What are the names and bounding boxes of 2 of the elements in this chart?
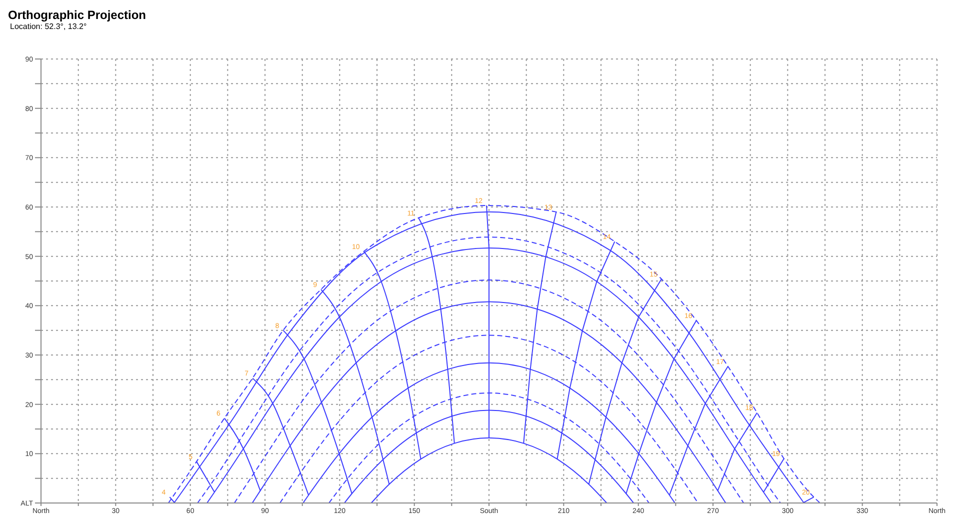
chart-subtitle: Location: 52.3°, 13.2° (10, 22, 88, 31)
chart-title: Orthographic Projection (8, 8, 148, 22)
